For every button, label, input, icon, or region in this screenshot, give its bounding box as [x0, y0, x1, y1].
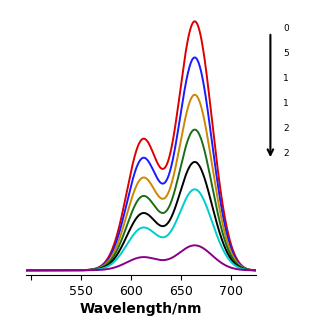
Text: 1: 1 [283, 99, 289, 108]
Text: 0: 0 [283, 24, 289, 33]
Text: 1: 1 [283, 74, 289, 83]
Text: 2: 2 [283, 124, 289, 133]
X-axis label: Wavelength/nm: Wavelength/nm [80, 302, 202, 316]
Text: 5: 5 [283, 49, 289, 58]
Text: 2: 2 [283, 149, 289, 158]
